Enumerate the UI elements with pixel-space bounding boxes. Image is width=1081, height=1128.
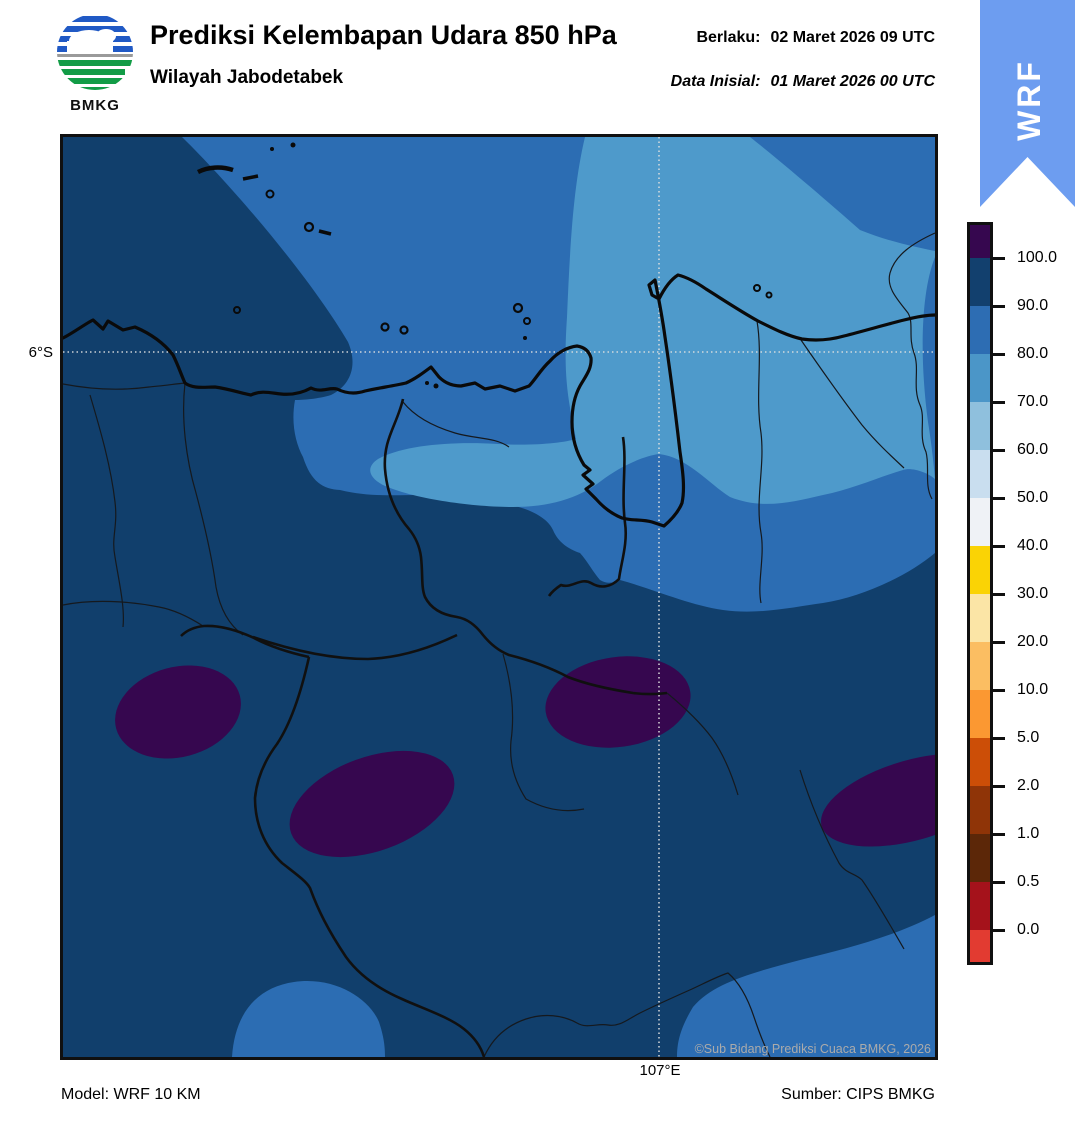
colorbar-segment [970,546,990,594]
colorbar-tick [993,352,1005,356]
colorbar-segment [970,786,990,834]
bmkg-logo-label: BMKG [70,97,120,114]
bmkg-logo: BMKG [53,12,137,114]
colorbar-tick [993,928,1005,932]
valid-time-label: Berlaku: [696,29,761,46]
latitude-label: 6°S [28,344,53,361]
colorbar-segment [970,258,990,306]
init-time-label: Data Inisial: [670,73,761,90]
colorbar-segment [970,882,990,930]
colorbar-segment [970,354,990,402]
colorbar-tick-label: 10.0 [1017,681,1049,698]
colorbar-tick-label: 20.0 [1017,633,1049,650]
graticule [63,137,935,1057]
colorbar-segment [970,930,990,962]
admin-boundaries-thin [63,232,935,1057]
colorbar-tick-label: 100.0 [1017,249,1058,266]
colorbar-tick [993,304,1005,308]
colorbar-tick [993,592,1005,596]
colorbar-tick-label: 80.0 [1017,345,1049,362]
colorbar-tick-label: 0.5 [1017,873,1040,890]
bmkg-logo-icon [57,14,133,90]
contour-region-rh80-east-strip [922,257,935,479]
wrf-ribbon: WRF [980,0,1075,207]
colorbar-tick [993,736,1005,740]
humidity-map-canvas: ©Sub Bidang Prediksi Cuaca BMKG, 2026 [63,137,935,1057]
wrf-ribbon-shape [980,0,1075,207]
page-title: Prediksi Kelembapan Udara 850 hPa [150,20,617,50]
colorbar-tick [993,496,1005,500]
colorbar-segment [970,306,990,354]
valid-time-value: 02 Maret 2026 09 UTC [770,29,935,46]
colorbar-tick [993,640,1005,644]
colorbar-tick-label: 70.0 [1017,393,1049,410]
colorbar-segment [970,642,990,690]
colorbar-tick [993,400,1005,404]
init-time: Data Inisial: 01 Maret 2026 00 UTC [671,73,935,91]
humidity-map: ©Sub Bidang Prediksi Cuaca BMKG, 2026 [60,134,938,1060]
page-subtitle: Wilayah Jabodetabek [150,67,344,88]
colorbar-tick [993,832,1005,836]
contour-region-rh80-south [232,981,385,1057]
model-label: Model: WRF 10 KM [61,1086,201,1103]
colorbar-tick [993,544,1005,548]
contour-region-rh100-east [821,753,935,847]
map-copyright: ©Sub Bidang Prediksi Cuaca BMKG, 2026 [695,1042,931,1056]
longitude-label: 107°E [639,1062,681,1079]
source-label: Sumber: CIPS BMKG [781,1086,935,1103]
colorbar-tick-label: 50.0 [1017,489,1049,506]
colorbar-tick-label: 2.0 [1017,777,1040,794]
colorbar-tick [993,880,1005,884]
coastline [63,273,935,528]
islands [196,142,773,389]
init-time-value: 01 Maret 2026 00 UTC [770,73,935,90]
wrf-ribbon-label: WRF [1011,59,1047,141]
colorbar-segment [970,834,990,882]
colorbar-segment [970,225,990,258]
contour-region-rh100-center [545,656,691,748]
colorbar-tick-label: 5.0 [1017,729,1040,746]
colorbar-ticks: 100.0 90.0 80.0 70.0 60.0 50.0 40.0 30.0 20.0 10.… [993,225,1073,962]
colorbar-tick-label: 1.0 [1017,825,1040,842]
colorbar-segment [970,738,990,786]
colorbar-segment [970,402,990,450]
colorbar-segment [970,690,990,738]
colorbar-tick [993,256,1005,260]
colorbar-tick-label: 60.0 [1017,441,1049,458]
contour-region-rh100-southwest [289,750,455,858]
colorbar-segment [970,594,990,642]
contour-region-rh80-southeast [677,915,935,1057]
colorbar-tick [993,784,1005,788]
colorbar-tick [993,448,1005,452]
colorbar-segment [970,498,990,546]
colorbar-segment [970,450,990,498]
colorbar-tick-label: 40.0 [1017,537,1049,554]
contour-region-rh70 [370,137,935,507]
contour-region-rh100-west [115,665,241,759]
colorbar-tick-label: 90.0 [1017,297,1049,314]
colorbar-tick-label: 30.0 [1017,585,1049,602]
colorbar-tick-label: 0.0 [1017,921,1040,938]
admin-boundaries-thick [180,398,668,1057]
valid-time: Berlaku: 02 Maret 2026 09 UTC [696,29,935,47]
colorbar [967,222,993,965]
colorbar-tick [993,688,1005,692]
